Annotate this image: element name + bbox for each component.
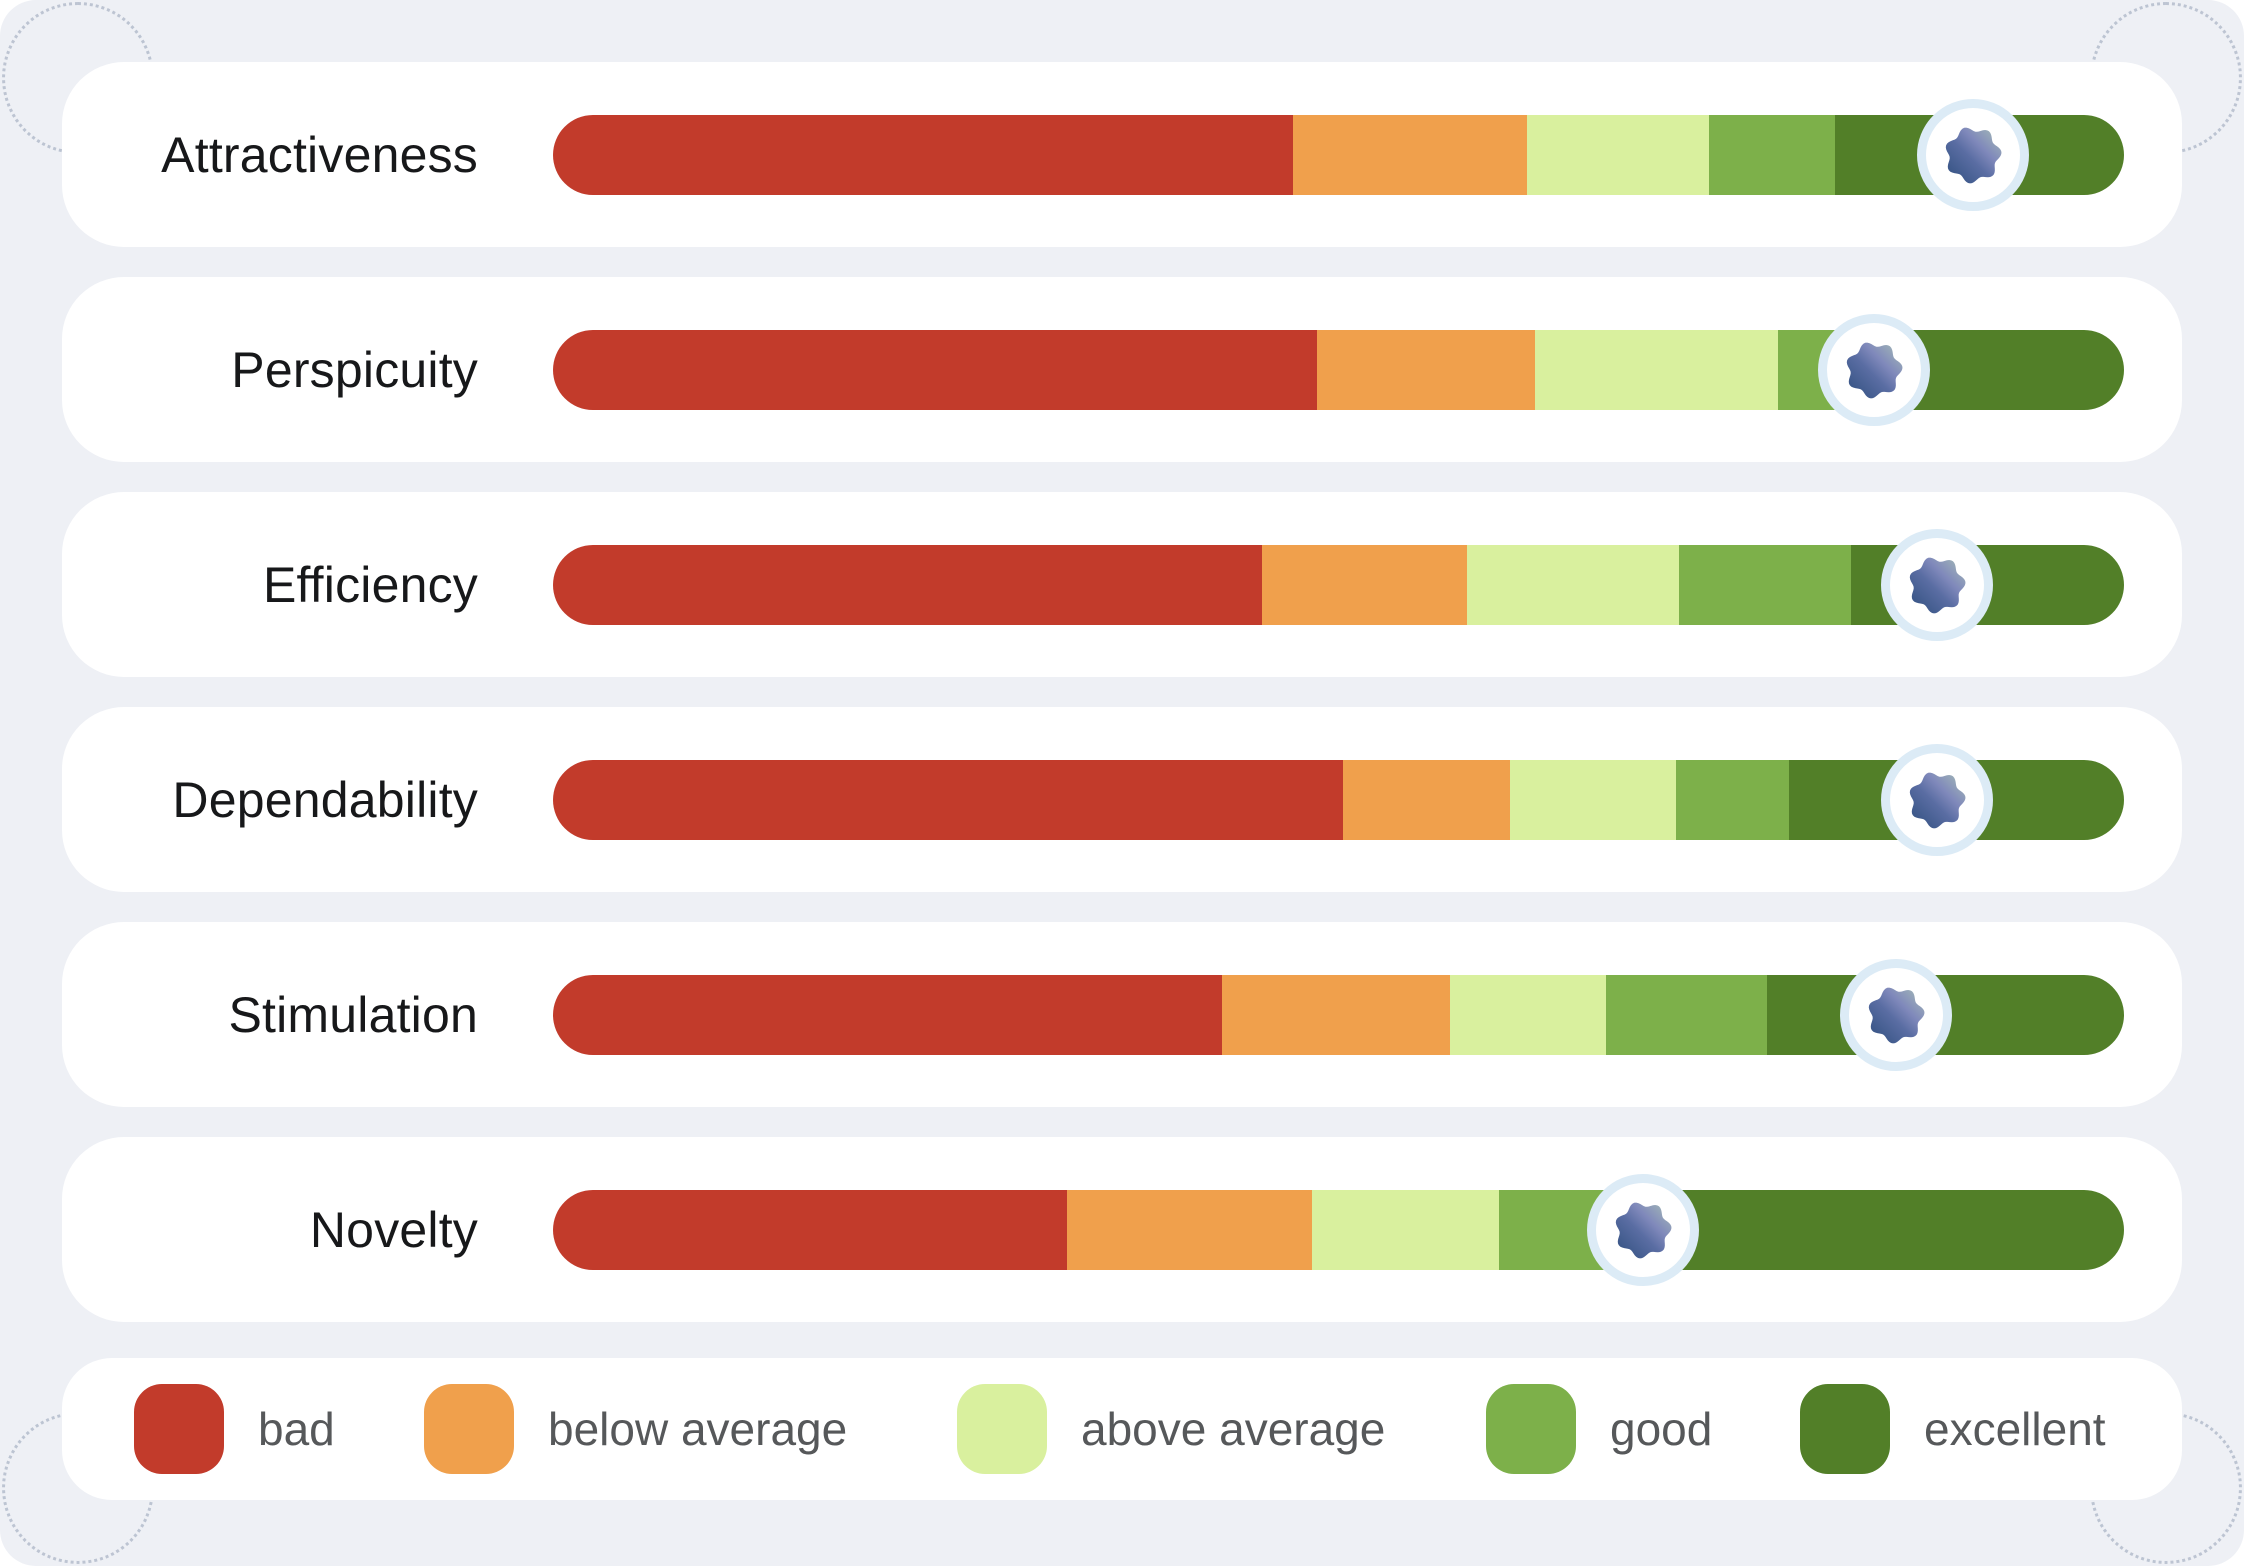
- segment-below-average: [1066, 1189, 1312, 1270]
- segment-above-average: [1311, 1189, 1499, 1270]
- segment-bad: [553, 974, 1223, 1055]
- legend-item-bad: bad: [134, 1384, 335, 1474]
- benchmark-bar-track: [553, 974, 2124, 1055]
- segment-above-average: [1527, 114, 1710, 195]
- segment-good: [1679, 544, 1851, 625]
- segment-excellent: [1647, 1189, 2124, 1270]
- scale-card-dependability: Dependability: [62, 707, 2182, 892]
- benchmark-bar-track: [553, 544, 2124, 625]
- scale-card-efficiency: Efficiency: [62, 492, 2182, 677]
- legend-swatch-above-average: [957, 1384, 1047, 1474]
- segment-above-average: [1467, 544, 1680, 625]
- scale-card-stimulation: Stimulation: [62, 922, 2182, 1107]
- legend-label: good: [1610, 1403, 1713, 1455]
- segment-bad: [553, 544, 1262, 625]
- scale-label: Dependability: [172, 771, 478, 828]
- score-marker: [1917, 98, 2030, 211]
- benchmark-bar: [553, 313, 2124, 426]
- score-blob-icon: [1909, 557, 1966, 613]
- scale-label: Stimulation: [228, 986, 478, 1043]
- segment-bad: [553, 114, 1293, 195]
- scale-rows: Attractiveness Perspicuity Efficiency Depen…: [62, 62, 2182, 1322]
- segment-good: [1605, 974, 1768, 1055]
- segment-above-average: [1509, 759, 1677, 840]
- score-marker: [1818, 313, 1931, 426]
- score-marker: [1587, 1173, 1700, 1286]
- score-blob-icon: [1616, 1202, 1672, 1258]
- segment-below-average: [1343, 759, 1510, 840]
- benchmark-bar-track: [553, 114, 2124, 195]
- benchmark-bar-track: [553, 329, 2124, 410]
- segment-good: [1709, 114, 1835, 195]
- legend-swatch-bad: [134, 1384, 224, 1474]
- segment-good: [1676, 759, 1790, 840]
- scale-label: Efficiency: [262, 556, 478, 613]
- benchmark-bar: [553, 1173, 2124, 1286]
- legend-item-good: good: [1486, 1384, 1712, 1474]
- legend-item-excellent: excellent: [1800, 1384, 2106, 1474]
- score-blob-icon: [1945, 127, 2002, 183]
- benchmark-bar: [553, 743, 2124, 856]
- score-blob-icon: [1869, 987, 1925, 1043]
- legend-item-below-average: below average: [424, 1384, 847, 1474]
- legend-item-above-average: above average: [957, 1384, 1385, 1474]
- scale-label: Attractiveness: [161, 126, 478, 183]
- segment-below-average: [1316, 329, 1535, 410]
- segment-below-average: [1222, 974, 1451, 1055]
- score-blob-icon: [1909, 772, 1966, 828]
- legend-card: bad below average above average good excelle…: [62, 1358, 2182, 1500]
- scale-card-novelty: Novelty: [62, 1137, 2182, 1322]
- scale-card-perspicuity: Perspicuity: [62, 277, 2182, 462]
- benchmark-bar: [553, 98, 2124, 211]
- score-blob-icon: [1847, 342, 1903, 398]
- score-marker: [1881, 528, 1994, 641]
- segment-above-average: [1534, 329, 1779, 410]
- scale-label: Novelty: [309, 1201, 478, 1258]
- score-marker: [1840, 958, 1953, 1071]
- legend-swatch-excellent: [1800, 1384, 1890, 1474]
- segment-bad: [553, 1189, 1067, 1270]
- scale-label: Perspicuity: [231, 341, 478, 398]
- score-marker: [1881, 743, 1994, 856]
- benchmark-bar-track: [553, 1189, 2124, 1270]
- benchmark-bar-track: [553, 759, 2124, 840]
- segment-bad: [553, 759, 1344, 840]
- benchmark-bar: [553, 528, 2124, 641]
- legend-label: excellent: [1924, 1403, 2106, 1455]
- legend-label: below average: [548, 1403, 848, 1455]
- legend-swatch-good: [1486, 1384, 1576, 1474]
- segment-below-average: [1261, 544, 1468, 625]
- segment-bad: [553, 329, 1317, 410]
- segment-above-average: [1450, 974, 1606, 1055]
- legend-swatch-below-average: [424, 1384, 514, 1474]
- scale-card-attractiveness: Attractiveness: [62, 62, 2182, 247]
- legend-label: bad: [258, 1403, 335, 1455]
- legend-label: above average: [1081, 1403, 1386, 1455]
- benchmark-bar: [553, 958, 2124, 1071]
- segment-below-average: [1292, 114, 1528, 195]
